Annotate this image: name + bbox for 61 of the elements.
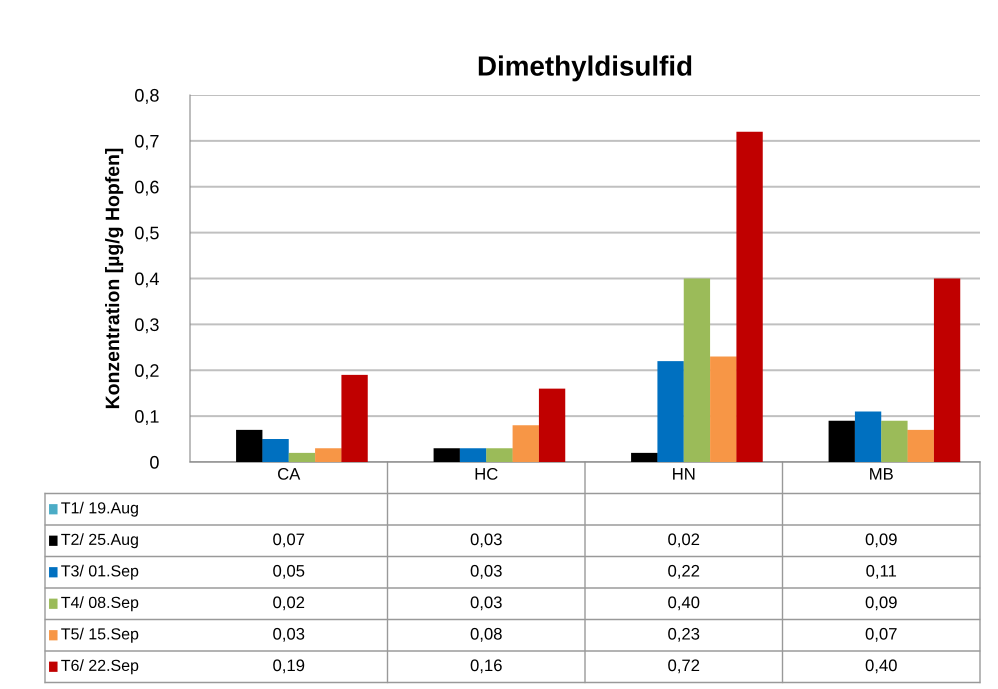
data-label: 0,19 <box>273 659 304 674</box>
y-tick-label: 0,5 <box>135 226 159 242</box>
legend-label: T4/ 08.Sep <box>61 596 138 612</box>
data-label: 0,72 <box>668 659 700 674</box>
bar <box>854 412 882 462</box>
data-label: 0,09 <box>866 533 897 548</box>
bar <box>710 356 736 462</box>
data-label: 0,05 <box>273 564 304 579</box>
legend-label: T5/ 15.Sep <box>61 628 138 643</box>
data-label: 0,08 <box>470 628 502 642</box>
bar <box>828 420 855 462</box>
y-tick-label: 0 <box>150 456 159 469</box>
y-tick-label: 0,8 <box>135 88 159 104</box>
y-tick-label: 0,4 <box>135 272 159 288</box>
y-tick-label: 0,2 <box>135 364 159 380</box>
legend-label: T2/ 25.Aug <box>61 533 138 548</box>
bar <box>881 420 908 462</box>
data-label: 0,16 <box>470 659 502 674</box>
y-axis-title: Konzentration [µg/g Hopfen] <box>105 148 124 408</box>
data-label: 0,07 <box>866 628 897 642</box>
data-label: 0,03 <box>273 628 304 642</box>
data-label: 0,02 <box>668 533 700 548</box>
bar <box>684 278 710 462</box>
bar <box>934 278 960 462</box>
data-label: 0,11 <box>866 564 896 579</box>
y-tick-label: 0,6 <box>135 180 159 196</box>
x-tick-label: HN <box>673 468 694 480</box>
bar <box>315 448 342 462</box>
y-tick-label: 0,3 <box>135 318 159 334</box>
data-label: 0,03 <box>470 533 502 548</box>
legend-label: T1/ 19.Aug <box>61 502 138 517</box>
data-label: 0,40 <box>866 659 897 674</box>
bar <box>434 448 460 462</box>
data-label: 0,03 <box>470 564 502 579</box>
data-label: 0,03 <box>470 596 502 610</box>
legend-label: T6/ 22.Sep <box>61 659 138 674</box>
bar <box>262 439 289 462</box>
data-label: 0,23 <box>668 628 700 642</box>
bar <box>236 430 262 462</box>
data-label: 0,02 <box>273 596 304 610</box>
bar <box>341 374 368 462</box>
bar <box>460 448 486 462</box>
chart-title: Dimethyldisulfid <box>478 55 692 82</box>
bar <box>631 452 658 462</box>
bar <box>736 132 763 462</box>
y-tick-label: 0,7 <box>135 134 159 150</box>
x-tick-label: HC <box>476 468 498 480</box>
data-label: 0,07 <box>273 533 304 548</box>
x-tick-label: CA <box>278 468 300 480</box>
bar <box>657 361 684 462</box>
bar <box>288 452 316 462</box>
data-label: 0,40 <box>668 596 700 610</box>
bar <box>538 388 566 462</box>
bar <box>908 430 934 462</box>
bar <box>486 448 513 462</box>
y-tick-label: 0,1 <box>135 410 159 425</box>
bar <box>512 425 539 462</box>
data-label: 0,22 <box>668 564 700 579</box>
data-label: 0,09 <box>866 596 897 610</box>
legend-label: T3/ 01.Sep <box>61 564 138 580</box>
x-tick-label: MB <box>870 468 893 480</box>
